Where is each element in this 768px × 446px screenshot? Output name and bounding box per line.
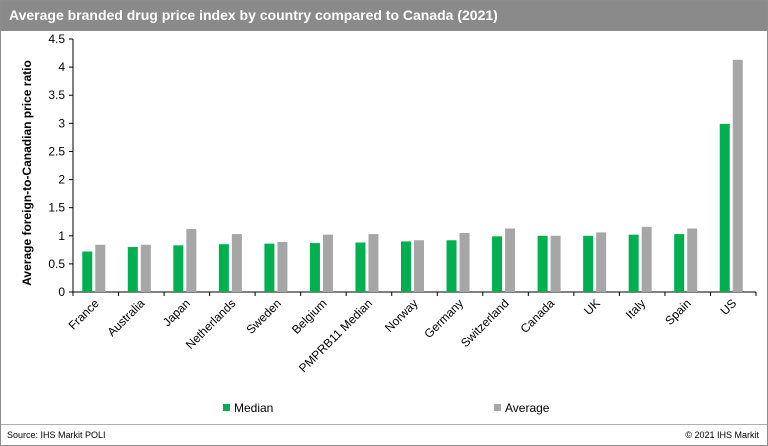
x-tick-label: Germany [421, 296, 466, 341]
y-tick-label: 0 [58, 285, 65, 299]
x-tick-label: Belgium [289, 296, 330, 337]
title-bar: Average branded drug price index by coun… [1, 1, 767, 31]
bar-average [277, 241, 288, 292]
bar-average [140, 244, 151, 292]
bar-chart: 0 0.5 1 1.5 2 2.5 3 3.5 4 4.5 France Australia Japa… [20, 32, 757, 415]
bar-median [628, 234, 639, 292]
y-tick-label: 4.5 [48, 32, 65, 46]
y-tick-label: 4 [58, 60, 65, 74]
x-tick-label: Italy [623, 296, 648, 321]
y-tick-label: 0.5 [48, 257, 65, 271]
bar-average [641, 226, 652, 292]
legend-swatch-median [223, 404, 230, 411]
bar-average [596, 232, 607, 292]
legend: Median Average [223, 401, 550, 415]
bar-average [368, 234, 379, 292]
y-axis-label: Average foreign-to-Canadian price ratio [20, 60, 34, 286]
legend-label-average: Average [505, 401, 550, 415]
bar-average [231, 234, 242, 292]
bar-median [446, 240, 457, 292]
legend-swatch-average [494, 404, 501, 411]
bars [82, 59, 743, 293]
bar-median [173, 245, 184, 292]
x-tick-label: Japan [160, 296, 193, 329]
footer-divider [1, 424, 767, 425]
x-tick-label: Australia [105, 296, 148, 339]
x-tick-label: Spain [662, 296, 694, 328]
y-tick-label: 1 [58, 229, 65, 243]
bar-average [414, 240, 424, 292]
bar-average [459, 232, 470, 292]
x-tick-label: US [718, 296, 740, 318]
bar-average [322, 234, 333, 292]
source-note: Source: IHS Markit POLI [7, 430, 106, 440]
x-tick-label: Switzerland [458, 296, 512, 350]
y-tick-label: 1.5 [48, 201, 65, 215]
copyright-note: © 2021 IHS Markit [685, 430, 759, 440]
y-tick-label: 3 [58, 116, 65, 130]
bar-median [309, 243, 320, 292]
y-tick-label: 2 [58, 173, 65, 187]
chart-title: Average branded drug price index by coun… [9, 7, 498, 23]
bar-median [674, 234, 685, 292]
bar-median [264, 243, 275, 292]
bar-average [687, 228, 698, 292]
bar-average [95, 244, 106, 292]
bar-median [719, 123, 730, 292]
y-tick-label: 2.5 [48, 144, 65, 158]
y-tick-label: 3.5 [48, 88, 65, 102]
bar-median [355, 242, 366, 292]
x-tick-label: Sweden [243, 296, 284, 337]
bar-median [537, 235, 548, 292]
x-tick-label: UK [581, 296, 603, 318]
legend-label-median: Median [234, 401, 273, 415]
bar-median [583, 235, 594, 292]
bar-median [492, 236, 503, 292]
bar-average [186, 229, 197, 292]
x-tick-label: Norway [382, 296, 421, 335]
x-tick-label: Canada [518, 296, 558, 336]
bar-average [505, 228, 516, 292]
bar-average [550, 235, 561, 292]
bar-average [732, 59, 743, 293]
bar-median [218, 244, 229, 292]
bar-median [82, 251, 93, 292]
bar-median [127, 247, 138, 292]
x-tick-label: France [66, 296, 103, 333]
bar-median [401, 241, 411, 292]
